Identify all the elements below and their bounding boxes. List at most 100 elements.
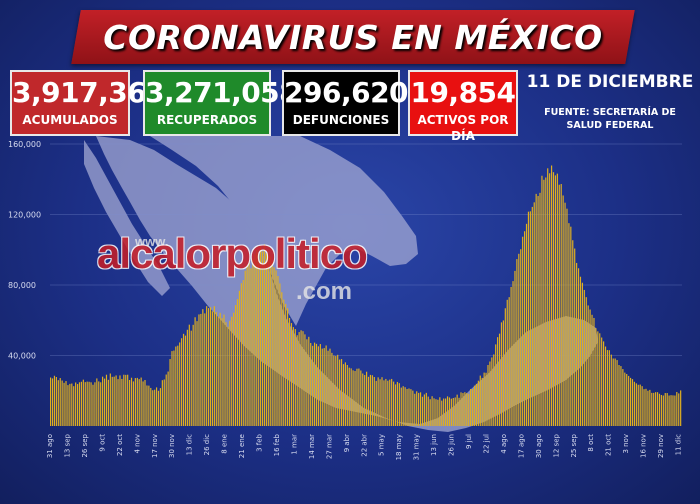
chart-bar	[73, 386, 75, 426]
chart-bar	[479, 375, 481, 426]
chart-bar	[564, 202, 566, 426]
chart-bar	[387, 380, 389, 426]
chart-bar	[398, 383, 400, 426]
chart-bar	[506, 299, 508, 426]
chart-bar	[76, 384, 79, 426]
x-tick-label: 22 jul	[482, 434, 490, 454]
chart-bar	[579, 276, 582, 426]
chart-bar	[560, 184, 562, 426]
x-tick-label: 14 mar	[308, 434, 316, 459]
chart-bar	[599, 333, 601, 426]
chart-bar	[310, 342, 312, 426]
chart-bar	[591, 314, 593, 426]
chart-bar	[655, 392, 657, 426]
chart-bar	[190, 330, 192, 426]
chart-bar	[223, 314, 225, 426]
chart-bar	[51, 378, 54, 426]
chart-bar	[354, 371, 356, 426]
chart-bar	[487, 365, 489, 426]
y-tick-label: 120,000	[8, 211, 41, 220]
chart-bar	[549, 173, 551, 426]
chart-bar	[117, 379, 119, 426]
chart-bar	[500, 322, 503, 426]
chart-bar	[427, 396, 429, 426]
chart-bar	[319, 344, 321, 426]
x-tick-label: 13 sep	[63, 433, 71, 457]
chart-bar	[294, 329, 296, 426]
chart-bar	[568, 223, 570, 426]
chart-bar	[171, 351, 173, 426]
chart-bar	[502, 320, 504, 426]
stat-recovered-label: RECUPERADOS	[156, 113, 258, 127]
chart-bar	[412, 390, 414, 426]
chart-bar	[394, 384, 397, 426]
chart-bar	[429, 399, 431, 426]
chart-bar	[167, 371, 169, 426]
x-tick-label: 9 oct	[98, 434, 106, 452]
chart-bar	[525, 223, 528, 426]
chart-bar	[373, 377, 375, 426]
chart-bar	[182, 333, 185, 426]
chart-bar	[410, 389, 412, 426]
chart-bar	[346, 365, 348, 426]
chart-bar	[547, 168, 549, 426]
x-tick-label: 22 abr	[360, 434, 368, 457]
y-axis-tick-labels: 40,000 80,000 120,000 160,000	[8, 140, 41, 361]
chart-bar	[119, 375, 121, 426]
chart-bar	[238, 290, 241, 426]
chart-bar	[658, 393, 661, 426]
chart-bar	[312, 345, 314, 426]
chart-bar	[362, 373, 364, 426]
chart-bar	[175, 346, 177, 426]
chart-bar	[327, 350, 329, 426]
data-source-line1: FUENTE: SECRETARÍA DE	[544, 107, 676, 118]
chart-bar	[134, 378, 136, 426]
chart-bar	[86, 381, 88, 426]
chart-bar	[443, 398, 445, 426]
chart-bar	[367, 376, 370, 426]
chart-bar	[129, 380, 131, 426]
chart-bar	[400, 387, 402, 426]
chart-bar	[460, 392, 462, 426]
chart-bar	[371, 375, 373, 426]
chart-bar	[277, 276, 279, 426]
chart-bar	[416, 391, 418, 426]
chart-bar	[103, 378, 106, 426]
chart-bar	[593, 317, 595, 426]
chart-bar	[65, 381, 67, 426]
chart-bar	[408, 388, 410, 426]
chart-bar	[61, 380, 63, 426]
chart-bar	[383, 380, 385, 426]
chart-bar	[152, 390, 154, 426]
chart-bar	[179, 342, 181, 426]
chart-bar	[198, 314, 200, 426]
data-source-line2: SALUD FEDERAL	[566, 120, 654, 131]
chart-bar	[566, 208, 568, 426]
x-tick-label: 8 oct	[587, 434, 595, 452]
x-tick-label: 31 may	[413, 434, 421, 460]
x-tick-label: 26 jun	[448, 434, 456, 456]
x-tick-label: 1 mar	[290, 434, 298, 455]
chart-bar	[90, 382, 92, 426]
chart-bar	[595, 328, 597, 426]
chart-bars	[50, 165, 682, 427]
chart-bar	[260, 246, 262, 426]
chart-bar	[668, 395, 670, 426]
x-tick-label: 12 sep	[552, 433, 560, 457]
x-tick-label: 21 oct	[605, 434, 613, 456]
chart-bar	[298, 332, 300, 426]
chart-bar	[656, 392, 659, 426]
chart-bar	[425, 392, 427, 426]
chart-bar	[554, 175, 557, 426]
chart-bar	[144, 380, 146, 426]
chart-bar	[317, 346, 320, 426]
chart-bar	[242, 280, 244, 426]
chart-bar	[306, 339, 308, 426]
y-tick-label: 160,000	[8, 140, 41, 149]
x-tick-label: 4 ago	[500, 434, 508, 454]
chart-bar	[196, 321, 198, 426]
chart-bar	[287, 308, 289, 426]
chart-bar	[236, 299, 239, 426]
chart-bar	[273, 267, 275, 427]
chart-bar	[391, 378, 393, 426]
